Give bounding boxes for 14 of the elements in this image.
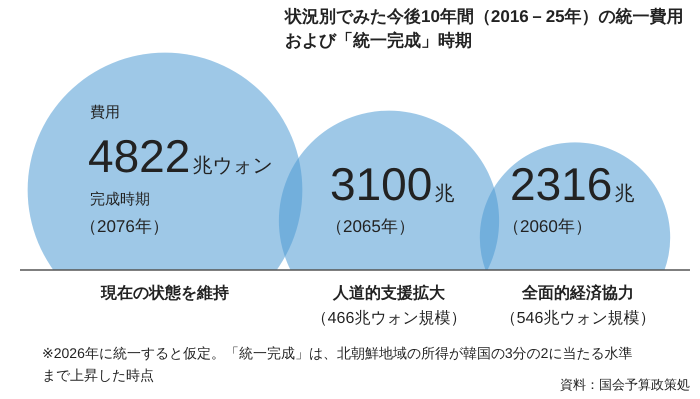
category-label: 全面的経済協力	[521, 283, 634, 302]
text: 費用	[90, 104, 120, 121]
text: （466兆ウォン規模）	[312, 309, 466, 327]
category-label: 人道的支援拡大	[332, 284, 446, 302]
data-label: 2316兆	[510, 158, 634, 210]
text: 完成時期	[90, 191, 150, 208]
data-label: 4822兆ウォン	[88, 130, 272, 182]
text: （2065年）	[326, 217, 415, 236]
data-label: 3100兆	[330, 158, 454, 210]
text: （2060年）	[503, 217, 592, 236]
text: 状況別でみた今後10年間（2016－25年）の統一費用および「統一完成」時期	[284, 7, 684, 50]
text: （2076年）	[80, 217, 169, 236]
category-label: 現在の状態を維持	[100, 284, 229, 302]
text: （546兆ウォン規模）	[500, 309, 656, 327]
